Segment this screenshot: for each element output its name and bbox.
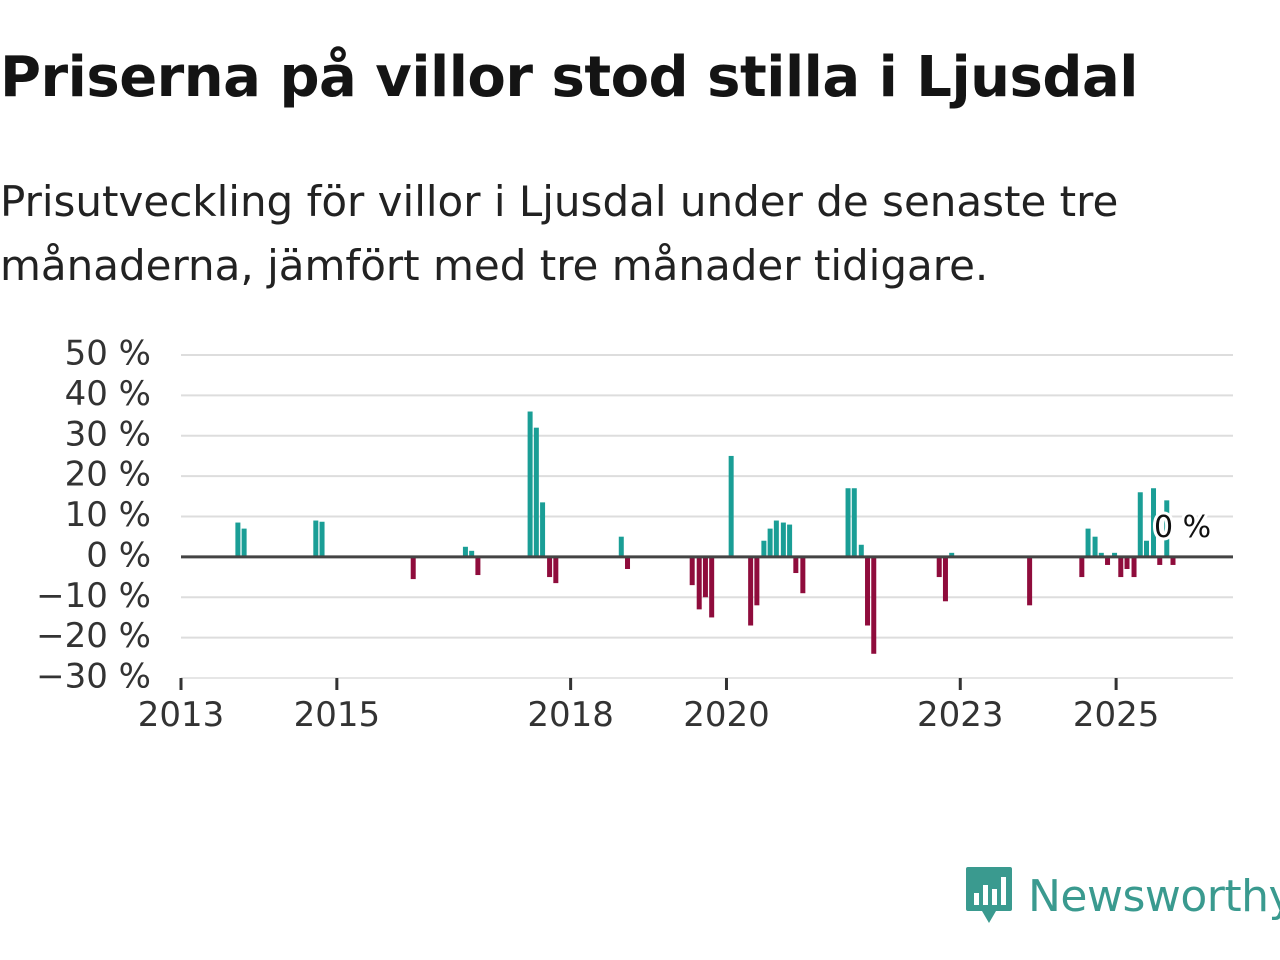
x-tick-label: 2015 — [294, 695, 381, 730]
x-tick-label: 2023 — [917, 695, 1004, 730]
bar — [618, 536, 624, 557]
bar — [1157, 556, 1163, 565]
bar — [780, 522, 786, 557]
brand-name: Newsworthy — [1028, 870, 1280, 922]
bar — [1079, 556, 1085, 578]
bar — [410, 556, 416, 580]
bar — [936, 556, 942, 578]
bar — [871, 556, 877, 654]
y-tick-label: 20 % — [65, 455, 151, 495]
bar — [728, 455, 734, 557]
bar — [469, 550, 475, 557]
bar — [1164, 500, 1170, 557]
bar — [1118, 556, 1124, 578]
bar — [462, 546, 468, 557]
bar — [696, 556, 702, 610]
bar — [858, 544, 864, 557]
bar — [761, 540, 767, 557]
bar — [1131, 556, 1137, 578]
latest-value-label: 0 % — [1154, 510, 1211, 545]
y-tick-label: −20 % — [36, 616, 151, 656]
bar — [709, 556, 715, 618]
y-tick-label: −10 % — [36, 576, 151, 616]
x-tick-label: 2020 — [683, 695, 770, 730]
bar — [625, 556, 631, 569]
y-tick-label: 0 % — [86, 535, 151, 575]
bar — [1144, 540, 1150, 557]
grid-lines — [181, 354, 1233, 679]
y-axis: 50 %40 %30 %20 %10 %0 %−10 %−20 %−30 % — [36, 334, 151, 697]
bar — [702, 556, 708, 598]
bar — [1151, 488, 1157, 557]
bar — [845, 488, 851, 557]
bar — [1085, 528, 1091, 557]
bar — [1124, 556, 1130, 569]
y-tick-label: 50 % — [65, 334, 151, 374]
y-tick-label: −30 % — [36, 657, 151, 697]
bar — [553, 556, 559, 584]
bar — [533, 427, 539, 557]
bar — [800, 556, 806, 594]
x-tick-label: 2025 — [1073, 695, 1160, 730]
bar — [319, 521, 325, 557]
newsworthy-logo-icon — [966, 867, 1012, 923]
x-tick-label: 2018 — [527, 695, 614, 730]
chart-subtitle: Prisutveckling för villor i Ljusdal unde… — [0, 177, 1119, 290]
bar — [793, 556, 799, 574]
bar — [689, 556, 695, 586]
bar — [1092, 536, 1098, 557]
y-tick-label: 40 % — [65, 374, 151, 414]
bar — [865, 556, 871, 626]
bar — [527, 411, 533, 557]
bar — [1112, 552, 1118, 557]
bar — [767, 528, 773, 557]
bar — [241, 528, 247, 557]
bar — [547, 556, 553, 578]
bar — [787, 524, 793, 557]
bars — [235, 411, 1176, 654]
bar-chart: 50 %40 %30 %20 %10 %0 %−10 %−20 %−30 % 2… — [36, 334, 1233, 730]
bar — [754, 556, 760, 606]
x-axis: 2013 2015 2018 2020 2023 2025 — [138, 677, 1233, 730]
bar — [1105, 556, 1111, 565]
bar — [1170, 556, 1176, 565]
bar — [540, 502, 546, 557]
bar — [475, 556, 481, 576]
bar — [748, 556, 754, 626]
bar — [1027, 556, 1033, 606]
bar — [949, 552, 955, 557]
bar — [1137, 492, 1143, 557]
bar — [313, 520, 319, 557]
y-tick-label: 30 % — [65, 414, 151, 454]
chart-title: Priserna på villor stod stilla i Ljusdal — [0, 45, 1138, 110]
bar — [235, 522, 241, 557]
y-tick-label: 10 % — [65, 495, 151, 535]
bar — [773, 520, 779, 557]
bar — [1098, 552, 1104, 557]
newsworthy-logo: Newsworthy — [964, 865, 1280, 927]
bar — [942, 556, 948, 602]
bar — [851, 488, 857, 557]
x-tick-label: 2013 — [138, 695, 225, 730]
